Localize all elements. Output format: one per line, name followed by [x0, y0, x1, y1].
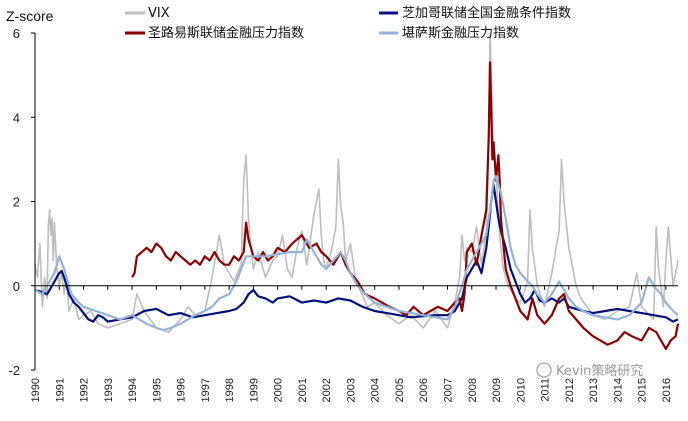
legend-label-chicago: 芝加哥联储全国金融条件指数	[402, 5, 571, 21]
x-tick-label: 1990	[30, 378, 42, 402]
x-tick-label: 2008	[467, 378, 479, 402]
legend-item-stlouis: 圣路易斯联储金融压力指数	[125, 25, 304, 41]
watermark: Kevin策略研究	[536, 362, 643, 379]
x-tick-label: 2004	[370, 378, 382, 402]
legend-item-kansas: 堪萨斯金融压力指数	[379, 25, 519, 41]
x-tick-label: 2002	[321, 378, 333, 402]
y-tick-label: 6	[13, 26, 20, 41]
plot-area	[34, 32, 680, 350]
x-tick-label: 1998	[224, 378, 236, 402]
x-tick-label: 2001	[297, 378, 309, 402]
y-tick-label: 2	[13, 195, 20, 210]
series-line-kansas-fsi	[34, 175, 679, 332]
legend-label-vix: VIX	[148, 6, 170, 21]
legend-label-stlouis: 圣路易斯联储金融压力指数	[148, 25, 304, 41]
x-tick-label: 1995	[151, 378, 163, 402]
legend-item-vix: VIX	[125, 6, 170, 21]
y-axis: -2 0 2 4 6	[8, 26, 35, 378]
x-tick-label: 2011	[540, 378, 552, 402]
series-line-vix	[34, 32, 679, 333]
x-tick-label: 1996	[176, 378, 188, 402]
y-tick-label: 4	[13, 110, 20, 125]
x-tick-label: 2015	[637, 378, 649, 402]
x-tick-label: 2009	[491, 378, 503, 402]
x-axis: 1990 1991 1992 1993 1994 1995 1996 1997 1998 1999…	[30, 285, 673, 402]
x-tick-label: 1991	[54, 378, 66, 402]
x-tick-label: 2000	[273, 378, 285, 402]
legend-label-kansas: 堪萨斯金融压力指数	[402, 25, 519, 41]
series-line-chicago-nfci	[34, 183, 679, 323]
x-tick-label: 2010	[515, 378, 527, 402]
x-tick-label: 1999	[248, 378, 260, 402]
x-tick-label: 2007	[442, 378, 454, 402]
y-axis-title: Z-score	[6, 8, 54, 24]
x-tick-label: 2006	[418, 378, 430, 402]
y-tick-label: -2	[8, 363, 20, 378]
watermark-text: Kevin策略研究	[556, 363, 643, 379]
x-tick-label: 2005	[394, 378, 406, 402]
x-tick-label: 1993	[103, 378, 115, 402]
legend: VIX 芝加哥联储全国金融条件指数 圣路易斯联储金融压力指数 堪萨斯金融压力指数	[125, 5, 571, 41]
legend-item-chicago: 芝加哥联储全国金融条件指数	[379, 5, 571, 21]
wechat-icon	[536, 362, 552, 378]
x-tick-label: 2012	[564, 378, 576, 402]
x-tick-label: 2013	[588, 378, 600, 402]
x-tick-label: 1992	[79, 378, 91, 402]
x-tick-label: 2016	[661, 378, 673, 402]
x-tick-label: 2003	[345, 378, 357, 402]
y-tick-label: 0	[13, 279, 20, 294]
series-line-stlouis-fsi	[131, 61, 680, 350]
x-tick-label: 2014	[612, 378, 624, 402]
x-tick-label: 1994	[127, 378, 139, 402]
x-tick-label: 1997	[200, 378, 212, 402]
